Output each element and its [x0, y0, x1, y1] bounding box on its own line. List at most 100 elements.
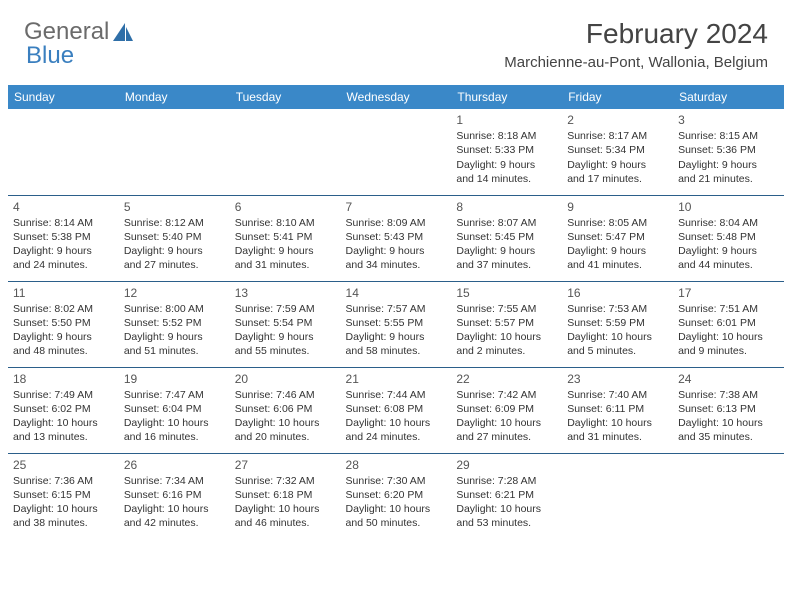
daylight-text: and 38 minutes.	[13, 516, 114, 530]
sunset-text: Sunset: 5:57 PM	[456, 316, 557, 330]
sunrise-text: Sunrise: 7:28 AM	[456, 474, 557, 488]
daylight-text: Daylight: 9 hours	[13, 330, 114, 344]
weekday-header: Tuesday	[230, 85, 341, 109]
daylight-text: and 9 minutes.	[678, 344, 779, 358]
daylight-text: and 55 minutes.	[235, 344, 336, 358]
daylight-text: and 44 minutes.	[678, 258, 779, 272]
calendar-cell	[119, 109, 230, 195]
sunset-text: Sunset: 5:41 PM	[235, 230, 336, 244]
day-number: 3	[678, 112, 779, 128]
calendar-cell: 1Sunrise: 8:18 AMSunset: 5:33 PMDaylight…	[451, 109, 562, 195]
day-number: 29	[456, 457, 557, 473]
sunrise-text: Sunrise: 7:57 AM	[346, 302, 447, 316]
daylight-text: and 27 minutes.	[124, 258, 225, 272]
calendar-table: Sunday Monday Tuesday Wednesday Thursday…	[8, 85, 784, 539]
calendar-cell	[8, 109, 119, 195]
sunrise-text: Sunrise: 8:10 AM	[235, 216, 336, 230]
sunset-text: Sunset: 5:48 PM	[678, 230, 779, 244]
sunrise-text: Sunrise: 7:47 AM	[124, 388, 225, 402]
daylight-text: Daylight: 9 hours	[124, 244, 225, 258]
sunrise-text: Sunrise: 8:00 AM	[124, 302, 225, 316]
weekday-header: Sunday	[8, 85, 119, 109]
sunrise-text: Sunrise: 8:05 AM	[567, 216, 668, 230]
day-number: 12	[124, 285, 225, 301]
sunset-text: Sunset: 5:43 PM	[346, 230, 447, 244]
daylight-text: and 21 minutes.	[678, 172, 779, 186]
daylight-text: and 48 minutes.	[13, 344, 114, 358]
sunrise-text: Sunrise: 7:38 AM	[678, 388, 779, 402]
daylight-text: and 37 minutes.	[456, 258, 557, 272]
sunrise-text: Sunrise: 7:53 AM	[567, 302, 668, 316]
daylight-text: and 5 minutes.	[567, 344, 668, 358]
daylight-text: and 14 minutes.	[456, 172, 557, 186]
daylight-text: and 2 minutes.	[456, 344, 557, 358]
sunset-text: Sunset: 5:40 PM	[124, 230, 225, 244]
calendar-row: 18Sunrise: 7:49 AMSunset: 6:02 PMDayligh…	[8, 367, 784, 453]
calendar-cell: 12Sunrise: 8:00 AMSunset: 5:52 PMDayligh…	[119, 281, 230, 367]
calendar-header-row: Sunday Monday Tuesday Wednesday Thursday…	[8, 85, 784, 109]
day-number: 26	[124, 457, 225, 473]
calendar-cell: 29Sunrise: 7:28 AMSunset: 6:21 PMDayligh…	[451, 453, 562, 539]
sunrise-text: Sunrise: 7:44 AM	[346, 388, 447, 402]
daylight-text: Daylight: 10 hours	[678, 330, 779, 344]
daylight-text: Daylight: 9 hours	[678, 158, 779, 172]
daylight-text: and 24 minutes.	[346, 430, 447, 444]
calendar-cell: 8Sunrise: 8:07 AMSunset: 5:45 PMDaylight…	[451, 195, 562, 281]
day-number: 25	[13, 457, 114, 473]
calendar-cell: 21Sunrise: 7:44 AMSunset: 6:08 PMDayligh…	[341, 367, 452, 453]
day-number: 11	[13, 285, 114, 301]
daylight-text: Daylight: 10 hours	[456, 330, 557, 344]
logo-sail-icon	[111, 21, 135, 43]
sunrise-text: Sunrise: 7:30 AM	[346, 474, 447, 488]
sunrise-text: Sunrise: 8:07 AM	[456, 216, 557, 230]
daylight-text: Daylight: 9 hours	[13, 244, 114, 258]
calendar-cell	[230, 109, 341, 195]
calendar-cell: 7Sunrise: 8:09 AMSunset: 5:43 PMDaylight…	[341, 195, 452, 281]
sunset-text: Sunset: 6:01 PM	[678, 316, 779, 330]
day-number: 22	[456, 371, 557, 387]
weekday-header: Thursday	[451, 85, 562, 109]
daylight-text: Daylight: 10 hours	[124, 416, 225, 430]
sunset-text: Sunset: 5:33 PM	[456, 143, 557, 157]
day-number: 28	[346, 457, 447, 473]
daylight-text: Daylight: 10 hours	[678, 416, 779, 430]
calendar-cell	[673, 453, 784, 539]
weekday-header: Monday	[119, 85, 230, 109]
daylight-text: Daylight: 9 hours	[456, 158, 557, 172]
sunset-text: Sunset: 5:59 PM	[567, 316, 668, 330]
calendar-cell: 18Sunrise: 7:49 AMSunset: 6:02 PMDayligh…	[8, 367, 119, 453]
calendar-cell: 13Sunrise: 7:59 AMSunset: 5:54 PMDayligh…	[230, 281, 341, 367]
daylight-text: and 27 minutes.	[456, 430, 557, 444]
sunset-text: Sunset: 5:54 PM	[235, 316, 336, 330]
daylight-text: and 24 minutes.	[13, 258, 114, 272]
sunset-text: Sunset: 6:13 PM	[678, 402, 779, 416]
day-number: 15	[456, 285, 557, 301]
sunset-text: Sunset: 6:04 PM	[124, 402, 225, 416]
sunset-text: Sunset: 6:16 PM	[124, 488, 225, 502]
logo-text-blue: Blue	[26, 42, 74, 70]
day-number: 20	[235, 371, 336, 387]
daylight-text: Daylight: 9 hours	[456, 244, 557, 258]
sunset-text: Sunset: 6:06 PM	[235, 402, 336, 416]
day-number: 24	[678, 371, 779, 387]
daylight-text: Daylight: 10 hours	[456, 502, 557, 516]
daylight-text: and 17 minutes.	[567, 172, 668, 186]
day-number: 8	[456, 199, 557, 215]
daylight-text: Daylight: 10 hours	[567, 416, 668, 430]
sunrise-text: Sunrise: 7:36 AM	[13, 474, 114, 488]
day-number: 13	[235, 285, 336, 301]
daylight-text: Daylight: 10 hours	[567, 330, 668, 344]
sunrise-text: Sunrise: 8:02 AM	[13, 302, 114, 316]
day-number: 23	[567, 371, 668, 387]
day-number: 6	[235, 199, 336, 215]
daylight-text: and 34 minutes.	[346, 258, 447, 272]
sunrise-text: Sunrise: 7:34 AM	[124, 474, 225, 488]
day-number: 19	[124, 371, 225, 387]
daylight-text: and 41 minutes.	[567, 258, 668, 272]
location-text: Marchienne-au-Pont, Wallonia, Belgium	[504, 54, 768, 71]
daylight-text: Daylight: 10 hours	[346, 502, 447, 516]
sunset-text: Sunset: 6:20 PM	[346, 488, 447, 502]
sunset-text: Sunset: 6:18 PM	[235, 488, 336, 502]
sunset-text: Sunset: 6:02 PM	[13, 402, 114, 416]
calendar-cell: 4Sunrise: 8:14 AMSunset: 5:38 PMDaylight…	[8, 195, 119, 281]
